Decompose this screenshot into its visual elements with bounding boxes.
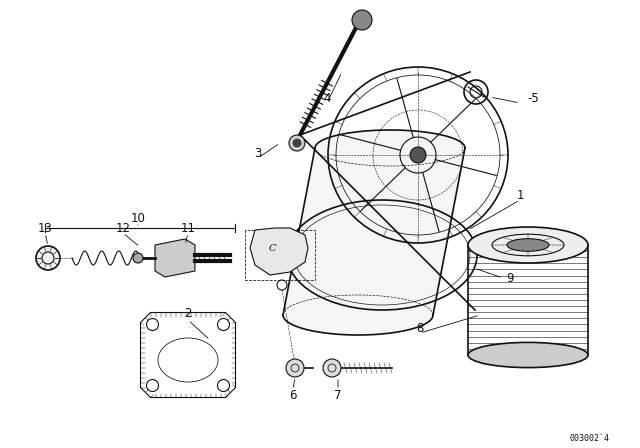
Ellipse shape [468, 342, 588, 368]
Circle shape [133, 253, 143, 263]
Polygon shape [155, 239, 195, 277]
Ellipse shape [410, 147, 426, 163]
Text: 6: 6 [289, 388, 297, 401]
Circle shape [352, 10, 372, 30]
Text: 4: 4 [323, 91, 331, 104]
Circle shape [36, 246, 60, 270]
Circle shape [289, 135, 305, 151]
Ellipse shape [468, 227, 588, 263]
Text: 12: 12 [115, 221, 131, 234]
Text: C: C [268, 244, 276, 253]
Ellipse shape [507, 239, 549, 251]
Text: 3: 3 [254, 146, 262, 159]
Text: 2: 2 [184, 306, 192, 319]
Text: 9: 9 [506, 271, 514, 284]
Text: 8: 8 [416, 322, 424, 335]
Polygon shape [250, 228, 308, 275]
Circle shape [286, 359, 304, 377]
Circle shape [293, 139, 301, 147]
Text: -5: -5 [527, 91, 539, 104]
Text: 7: 7 [334, 388, 342, 401]
Text: 13: 13 [38, 221, 52, 234]
Text: 003002`4: 003002`4 [570, 434, 610, 443]
Polygon shape [283, 130, 465, 335]
Text: 11: 11 [180, 221, 195, 234]
Text: 1: 1 [516, 189, 524, 202]
Text: 10: 10 [131, 211, 145, 224]
Circle shape [323, 359, 341, 377]
